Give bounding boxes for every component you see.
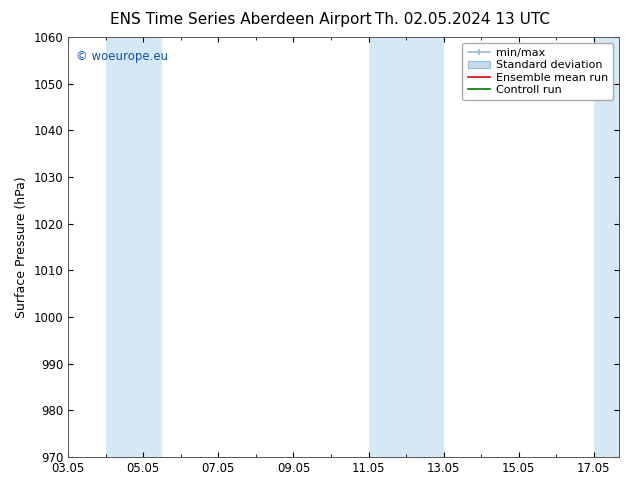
- Bar: [368, 37, 444, 457]
- Text: Th. 02.05.2024 13 UTC: Th. 02.05.2024 13 UTC: [375, 12, 550, 27]
- Bar: [106, 37, 162, 457]
- Text: ENS Time Series Aberdeen Airport: ENS Time Series Aberdeen Airport: [110, 12, 372, 27]
- Bar: [594, 37, 619, 457]
- Text: © woeurope.eu: © woeurope.eu: [77, 50, 169, 63]
- Y-axis label: Surface Pressure (hPa): Surface Pressure (hPa): [15, 176, 28, 318]
- Legend: min/max, Standard deviation, Ensemble mean run, Controll run: min/max, Standard deviation, Ensemble me…: [462, 43, 614, 100]
